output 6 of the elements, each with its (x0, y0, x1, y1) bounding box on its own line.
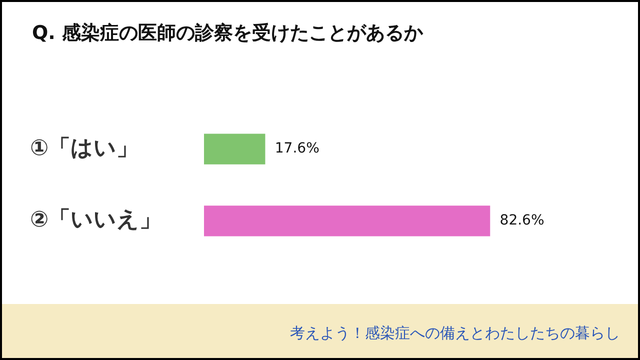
text: 考えよう！感染症への備えとわたしたちの暮らし (290, 324, 620, 343)
data-label: 82.6% (500, 212, 544, 229)
chart-title: Q. 感染症の医師の診察を受けたことがあるか (32, 21, 423, 46)
data-label: 17.6% (274, 140, 320, 157)
y-tick-label: ②「いいえ」 (30, 208, 162, 233)
y-tick-label: ①「はい」 (30, 136, 139, 161)
